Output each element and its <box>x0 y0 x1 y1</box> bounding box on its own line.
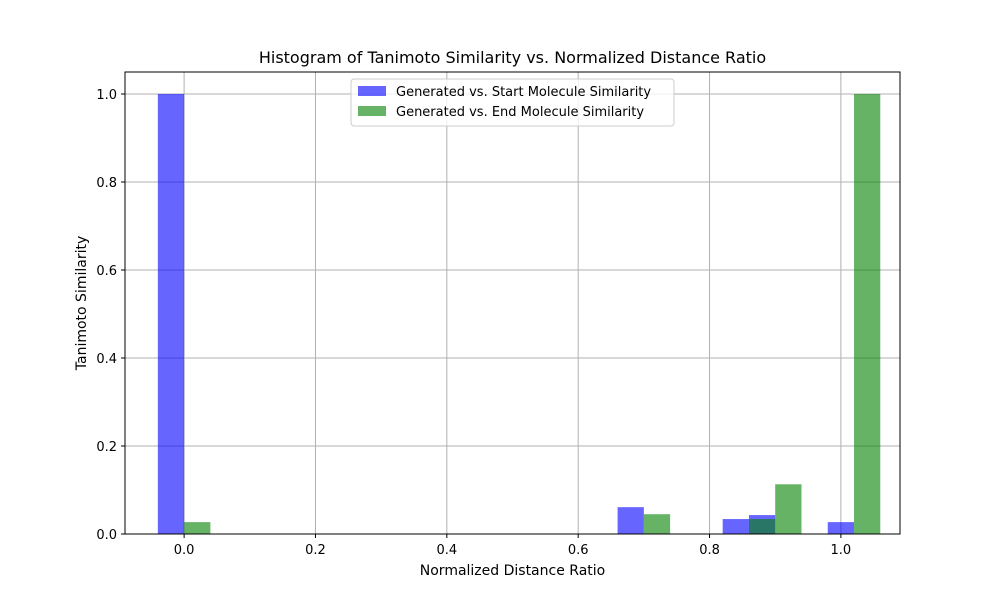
plot-frame <box>124 71 901 535</box>
axis-ticks: 0.0 0.2 0.4 0.6 0.8 1.0 0.0 0.2 0.4 0.6 0.8 1.0 <box>96 88 851 558</box>
bar-series-2 <box>748 519 776 534</box>
x-tick-label: 1.0 <box>831 543 852 558</box>
x-tick-label: 0.8 <box>699 543 720 558</box>
x-tick-label: 0.0 <box>174 543 195 558</box>
y-tick-label: 0.4 <box>96 352 117 367</box>
x-tick-label: 0.4 <box>436 543 457 558</box>
legend: Generated vs. Start Molecule Similarity G… <box>350 78 675 127</box>
bar-series-2 <box>643 514 671 534</box>
y-tick-label: 0.6 <box>96 264 117 279</box>
legend-label: Generated vs. End Molecule Similarity <box>396 105 644 120</box>
legend-swatch <box>358 106 386 116</box>
y-axis-label: Tanimoto Similarity <box>74 236 90 371</box>
legend-swatch <box>358 86 386 96</box>
bar-series-1 <box>827 522 855 534</box>
bar-series-1 <box>722 519 749 534</box>
bars <box>157 94 881 534</box>
y-tick-label: 0.2 <box>96 440 117 455</box>
bar-series-2 <box>775 484 802 534</box>
y-tick-label: 0.8 <box>96 176 117 191</box>
x-tick-label: 0.2 <box>305 543 326 558</box>
bar-series-1 <box>157 94 185 534</box>
y-tick-label: 0.0 <box>96 528 117 543</box>
y-tick-label: 1.0 <box>96 88 117 103</box>
bar-series-1 <box>617 507 644 534</box>
chart-title: Histogram of Tanimoto Similarity vs. Nor… <box>259 48 766 67</box>
bar-series-2 <box>184 522 211 534</box>
legend-label: Generated vs. Start Molecule Similarity <box>396 85 651 100</box>
x-tick-label: 0.6 <box>568 543 589 558</box>
legend-box <box>350 78 675 127</box>
bar-series-2 <box>854 94 881 534</box>
x-axis-label: Normalized Distance Ratio <box>420 563 605 579</box>
